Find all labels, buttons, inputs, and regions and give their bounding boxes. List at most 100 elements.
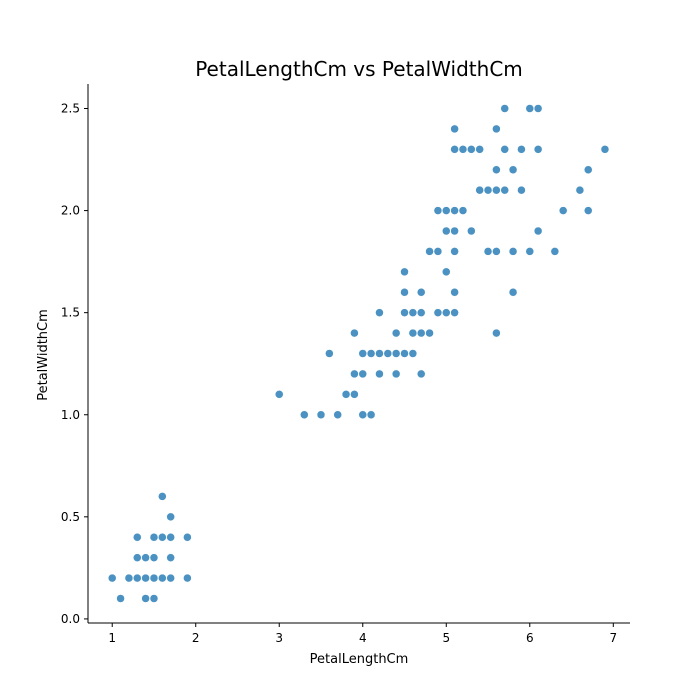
scatter-point — [467, 226, 476, 236]
scatter-point — [149, 594, 159, 603]
data-points — [107, 104, 610, 603]
scatter-point — [400, 267, 409, 277]
scatter-point — [133, 573, 142, 583]
scatter-point — [492, 247, 501, 256]
scatter-point — [416, 308, 426, 317]
scatter-point — [467, 145, 476, 154]
scatter-point — [149, 533, 159, 542]
y-axis-ticks: 0.0 0.5 1.0 1.5 2.0 2.5 — [61, 102, 88, 626]
scatter-point — [583, 165, 593, 174]
x-axis-ticks: 1 2 3 4 5 6 7 — [108, 623, 617, 645]
scatter-point — [525, 247, 535, 256]
scatter-point — [458, 206, 468, 215]
scatter-point — [350, 328, 359, 338]
scatter-point — [442, 206, 451, 215]
scatter-point — [433, 308, 443, 317]
scatter-point — [558, 206, 568, 215]
scatter-point — [350, 390, 359, 399]
scatter-point — [442, 308, 451, 317]
scatter-point — [533, 145, 543, 154]
scatter-point — [350, 369, 359, 379]
scatter-point — [358, 369, 368, 379]
scatter-point — [141, 573, 150, 583]
scatter-point — [408, 328, 418, 338]
scatter-point — [141, 553, 150, 562]
scatter-point — [450, 288, 459, 297]
scatter-point — [483, 247, 493, 256]
scatter-point — [458, 145, 468, 154]
scatter-point — [492, 165, 501, 174]
y-tick-label: 2.0 — [61, 204, 80, 218]
scatter-point — [492, 124, 501, 134]
scatter-point — [450, 124, 459, 134]
scatter-point — [600, 145, 610, 154]
scatter-point — [550, 247, 560, 256]
scatter-point — [483, 185, 493, 195]
scatter-point — [366, 349, 376, 358]
scatter-point — [375, 349, 384, 358]
y-tick-label: 1.0 — [61, 408, 80, 422]
scatter-point — [500, 104, 509, 113]
scatter-point — [391, 328, 401, 338]
x-tick-label: 2 — [192, 631, 200, 645]
scatter-point — [492, 185, 501, 195]
scatter-point — [166, 573, 175, 583]
scatter-point — [400, 349, 409, 358]
scatter-point — [433, 247, 443, 256]
scatter-point — [400, 308, 409, 317]
scatter-point — [533, 226, 543, 236]
scatter-point — [400, 288, 409, 297]
scatter-point — [433, 206, 443, 215]
scatter-point — [325, 349, 334, 358]
scatter-point — [124, 573, 134, 583]
scatter-point — [158, 533, 167, 542]
scatter-point — [383, 349, 393, 358]
scatter-point — [158, 573, 167, 583]
scatter-point — [508, 247, 518, 256]
scatter-point — [475, 145, 484, 154]
scatter-point — [341, 390, 351, 399]
y-axis-label: PetalWidthCm — [36, 309, 51, 401]
scatter-point — [358, 410, 368, 419]
scatter-point — [533, 104, 543, 113]
scatter-point — [450, 206, 459, 215]
scatter-point — [475, 185, 484, 195]
chart-title: PetalLengthCm vs PetalWidthCm — [195, 57, 523, 81]
y-tick-label: 0.0 — [61, 612, 80, 626]
x-tick-label: 3 — [275, 631, 283, 645]
scatter-point — [391, 369, 401, 379]
x-axis-label: PetalLengthCm — [310, 652, 409, 667]
scatter-point — [525, 104, 535, 113]
scatter-point — [442, 226, 451, 236]
scatter-point — [116, 594, 125, 603]
y-tick-label: 1.5 — [61, 306, 80, 320]
scatter-point — [183, 533, 192, 542]
scatter-point — [450, 145, 459, 154]
scatter-point — [366, 410, 376, 419]
scatter-point — [166, 533, 175, 542]
scatter-point — [508, 165, 518, 174]
scatter-point — [416, 369, 426, 379]
scatter-point — [141, 594, 150, 603]
scatter-point — [274, 390, 284, 399]
x-tick-label: 1 — [108, 631, 116, 645]
scatter-point — [416, 288, 426, 297]
scatter-point — [450, 226, 459, 236]
scatter-point — [517, 185, 526, 195]
x-tick-label: 4 — [359, 631, 367, 645]
scatter-point — [416, 328, 426, 338]
scatter-point — [375, 308, 384, 317]
scatter-point — [442, 267, 451, 277]
scatter-point — [583, 206, 593, 215]
scatter-point — [183, 573, 192, 583]
scatter-point — [300, 410, 309, 419]
y-tick-label: 2.5 — [61, 102, 80, 116]
scatter-point — [517, 145, 526, 154]
scatter-point — [166, 553, 175, 562]
scatter-point — [450, 247, 459, 256]
scatter-point — [133, 553, 142, 562]
scatter-point — [333, 410, 342, 419]
scatter-point — [425, 247, 434, 256]
scatter-point — [500, 185, 509, 195]
